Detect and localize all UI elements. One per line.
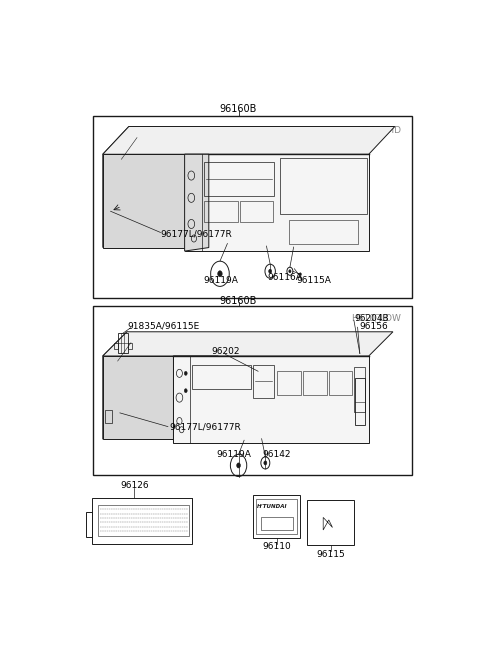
Bar [114,343,118,349]
Bar [261,517,292,530]
Circle shape [289,270,291,272]
Bar [354,367,365,413]
Bar [118,333,128,354]
Polygon shape [103,126,395,155]
Bar [256,498,297,534]
Bar [86,512,92,537]
Text: 96126: 96126 [120,481,149,490]
Circle shape [299,272,301,276]
Text: H’TUNDAI: H’TUNDAI [257,504,288,509]
Text: 96115A: 96115A [296,276,331,285]
Text: 96160B: 96160B [220,295,257,305]
Text: 96160B: 96160B [220,104,257,114]
Bar [192,365,251,389]
Bar [280,158,367,214]
Text: 96110: 96110 [262,542,291,551]
Bar [253,365,274,398]
Text: 96116A: 96116A [267,273,302,282]
Circle shape [218,271,222,277]
Text: 96115: 96115 [316,550,345,559]
Text: 91835A/96115E: 91835A/96115E [127,322,199,331]
Text: 96177L/96177R: 96177L/96177R [170,422,241,431]
Circle shape [184,388,187,393]
Circle shape [269,269,272,273]
Polygon shape [185,155,209,251]
Text: 96177L/96177R: 96177L/96177R [160,229,232,238]
Bar [128,343,132,349]
Text: H510⸺LOW: H510⸺LOW [352,314,401,323]
Text: 96142: 96142 [262,451,290,459]
Bar [307,500,354,545]
Circle shape [184,371,187,375]
Text: 96202: 96202 [211,347,240,356]
Bar [253,495,300,538]
Bar [185,154,369,251]
Polygon shape [173,356,218,443]
Text: H560⸺MD: H560⸺MD [358,125,401,134]
Bar [240,200,274,222]
Text: 96204B: 96204B [354,314,388,323]
Polygon shape [103,155,209,248]
Bar [98,505,190,536]
Text: 96156: 96156 [360,322,388,331]
Bar [277,371,301,395]
Bar [94,305,411,474]
Bar [105,410,112,422]
Text: 96119A: 96119A [216,451,252,459]
Bar [303,371,327,395]
Bar [204,162,274,196]
Circle shape [237,463,240,468]
Bar [355,378,365,425]
Polygon shape [103,332,393,356]
Bar [288,220,358,244]
Polygon shape [103,332,127,440]
Circle shape [264,461,267,465]
Bar [173,356,369,443]
Bar [92,498,192,544]
Polygon shape [103,126,129,248]
Bar [328,371,352,395]
Bar [94,117,411,298]
Polygon shape [103,356,218,440]
Bar [204,200,238,222]
Text: 96119A: 96119A [203,276,238,285]
